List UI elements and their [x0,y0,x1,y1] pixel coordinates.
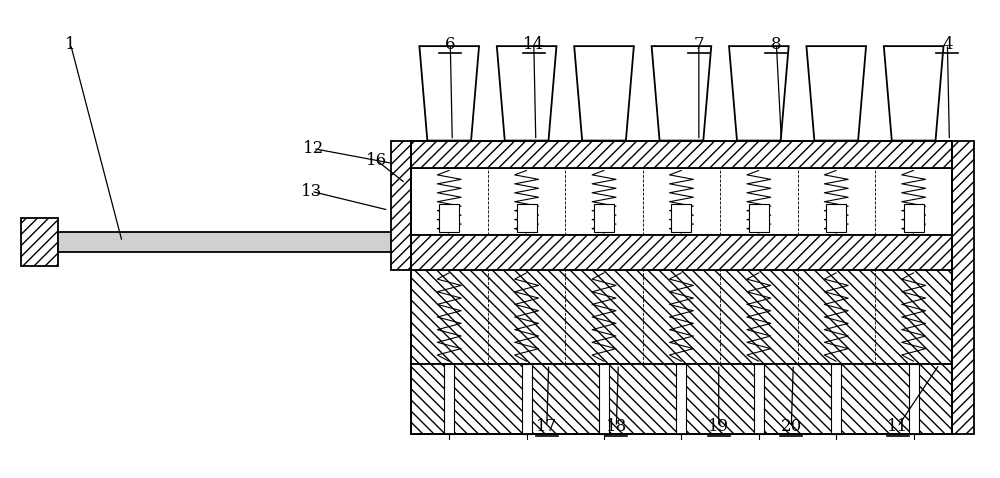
Bar [517,204,537,232]
Bar [391,141,411,270]
Text: 18: 18 [606,418,627,435]
Bar [21,218,58,266]
Bar [831,364,841,434]
Bar [749,204,769,232]
Bar [676,364,686,434]
Bar [411,270,952,364]
Bar [411,235,952,270]
Bar [952,141,974,434]
Bar [411,364,952,434]
Polygon shape [806,46,866,141]
Text: 1: 1 [65,36,76,53]
Text: 6: 6 [445,36,456,53]
Bar [909,364,919,434]
Text: 7: 7 [694,36,704,53]
Text: 14: 14 [523,36,544,53]
Bar [754,364,764,434]
Polygon shape [884,46,943,141]
Bar [439,204,459,232]
Bar [58,232,411,252]
Text: 13: 13 [300,183,322,200]
Bar [826,204,846,232]
Text: 19: 19 [708,418,729,435]
Polygon shape [652,46,711,141]
Text: 20: 20 [781,418,802,435]
Text: 12: 12 [302,140,324,157]
Polygon shape [419,46,479,141]
Bar [444,364,454,434]
Bar [594,204,614,232]
Text: 8: 8 [771,36,782,53]
Polygon shape [729,46,789,141]
Text: 4: 4 [942,36,953,53]
Text: 11: 11 [887,418,908,435]
Polygon shape [497,46,556,141]
Bar [904,204,924,232]
Bar [599,364,609,434]
Text: 17: 17 [536,418,557,435]
Bar [411,141,952,168]
Bar [522,364,532,434]
Bar [671,204,691,232]
Text: 16: 16 [366,152,387,169]
Polygon shape [574,46,634,141]
Bar [411,168,952,235]
